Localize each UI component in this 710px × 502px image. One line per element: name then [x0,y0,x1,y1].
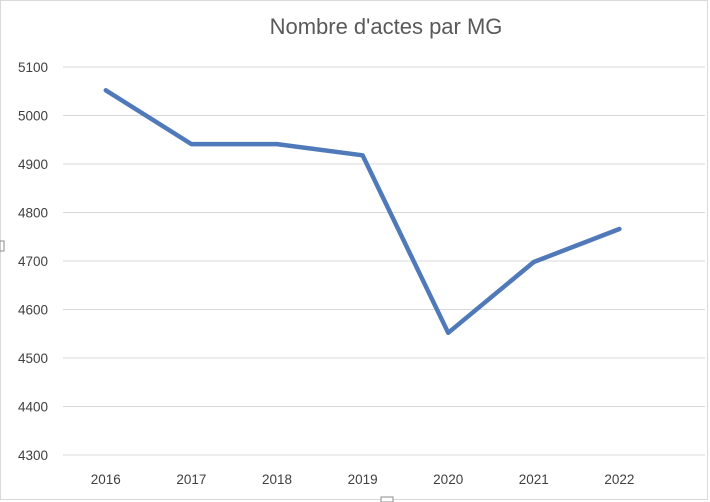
y-axis-ticks: 4300 4400 4500 4600 4700 4800 4900 5000 5100 [18,60,48,463]
y-tick-label: 4800 [18,206,48,221]
x-tick-label: 2019 [348,472,378,487]
x-axis-ticks: 2016 2017 2018 2019 2020 2021 2022 [91,472,635,487]
y-tick-label: 4300 [18,448,48,463]
resize-handle-bottom[interactable] [380,496,394,502]
y-tick-label: 4400 [18,400,48,415]
y-tick-label: 4500 [18,351,48,366]
x-tick-label: 2021 [519,472,549,487]
series-layer [103,88,622,336]
x-tick-label: 2020 [433,472,463,487]
series-line [103,88,622,336]
y-tick-label: 5100 [18,60,48,75]
gridlines [63,66,705,456]
resize-handle-left[interactable] [0,240,5,252]
x-tick-label: 2018 [262,472,292,487]
x-tick-label: 2022 [604,472,634,487]
x-tick-label: 2016 [91,472,121,487]
y-tick-label: 4700 [18,254,48,269]
y-tick-label: 4600 [18,303,48,318]
x-tick-label: 2017 [176,472,206,487]
y-tick-label: 4900 [18,157,48,172]
chart-title: Nombre d'actes par MG [270,14,503,39]
y-tick-label: 5000 [18,109,48,124]
